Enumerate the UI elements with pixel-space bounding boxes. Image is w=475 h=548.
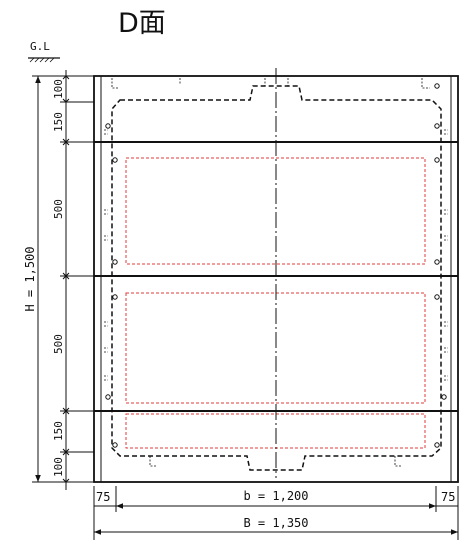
dim-bottom-150: 150: [52, 421, 65, 441]
total-height-label: H = 1,500: [23, 246, 37, 311]
inner-width-label: b = 1,200: [243, 489, 308, 503]
insert-circles: [105, 83, 447, 448]
dim-upper-500: 500: [52, 199, 65, 219]
horizontal-dimensions: [93, 486, 459, 540]
vertical-dimension-labels: 100 150 500 500 150 100: [52, 79, 65, 477]
dim-bottom-100: 100: [52, 457, 65, 477]
anchor-ticks: [104, 78, 448, 467]
total-height-dimension: [32, 75, 60, 483]
ground-level-label: G.L: [30, 40, 50, 53]
ground-level-mark: G.L: [28, 40, 60, 63]
vertical-dimension-chain: [60, 70, 94, 490]
left-edge-75-label: 75: [96, 490, 110, 504]
dim-top-150: 150: [52, 112, 65, 132]
dim-top-100: 100: [52, 79, 65, 99]
outer-width-label: B = 1,350: [243, 516, 308, 530]
right-edge-75-label: 75: [441, 490, 455, 504]
view-title: D面: [118, 8, 166, 39]
dim-lower-500: 500: [52, 334, 65, 354]
hidden-inner-outline: [111, 85, 442, 471]
